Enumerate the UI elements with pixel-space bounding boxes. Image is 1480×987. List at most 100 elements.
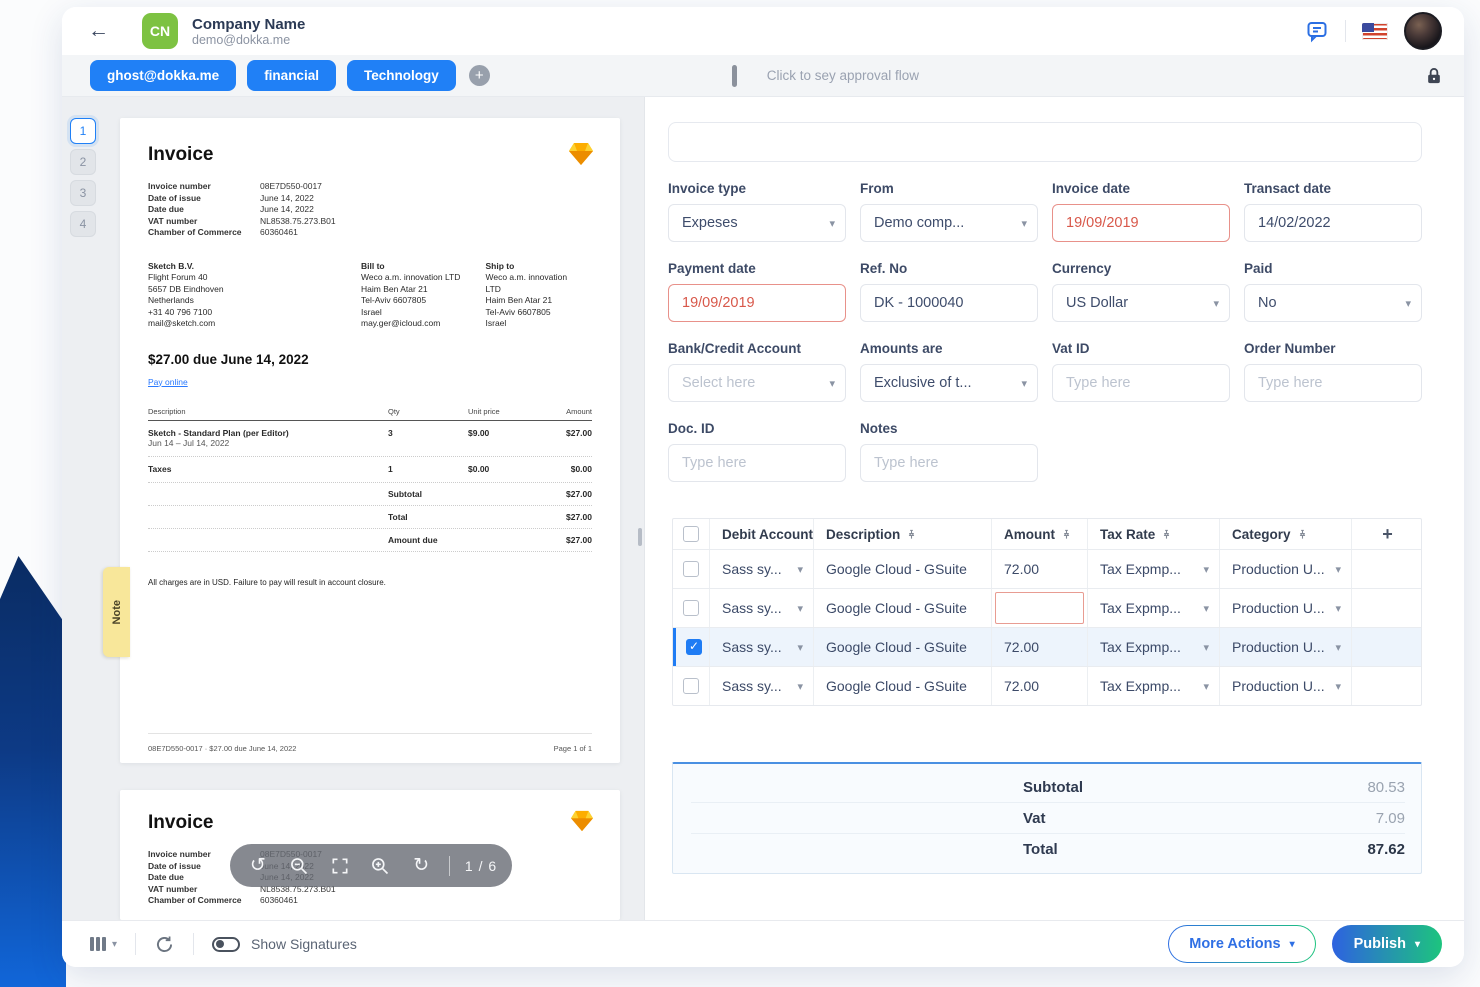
lock-icon[interactable] [1424, 66, 1444, 86]
amount-cell[interactable]: 72.00 [991, 550, 1087, 588]
description-cell[interactable]: Google Cloud - GSuite [813, 589, 991, 627]
amount-cell[interactable]: 72.00 [991, 667, 1087, 705]
pin-icon[interactable] [1161, 529, 1172, 540]
pin-icon[interactable] [1061, 529, 1072, 540]
tag-pill[interactable]: financial [247, 60, 336, 91]
col-amount: Amount [1004, 526, 1055, 542]
vendor-line: Flight Forum 40 [148, 272, 208, 282]
bill-to-line: may.ger@icloud.com [361, 318, 441, 328]
page-thumb-1[interactable]: 1 [70, 118, 96, 144]
description-cell[interactable]: Google Cloud - GSuite [813, 667, 991, 705]
user-avatar[interactable] [1404, 12, 1442, 50]
meta-label: Date due [148, 204, 184, 214]
field-label: Invoice type [668, 181, 747, 196]
category-select[interactable]: Production U... ▾ [1219, 550, 1351, 588]
debit-account-select[interactable]: Sass sy... ▾ [709, 628, 813, 666]
select-all-checkbox[interactable] [683, 526, 699, 542]
tax-rate-select[interactable]: Tax Expmp... ▾ [1087, 589, 1219, 627]
row-checkbox[interactable] [683, 678, 699, 694]
field-invoice-type: Invoice type Expeses [668, 181, 846, 242]
page-thumb-3[interactable]: 3 [70, 180, 96, 206]
chevron-down-icon: ▾ [1203, 641, 1209, 654]
paid-select[interactable]: No [1244, 284, 1422, 322]
field-label: Order Number [1244, 341, 1336, 356]
zoom-out-icon[interactable] [286, 853, 312, 879]
debit-account-select[interactable]: Sass sy... ▾ [709, 589, 813, 627]
transact-date-input[interactable]: 14/02/2022 [1244, 204, 1422, 242]
currency-select[interactable]: US Dollar [1052, 284, 1230, 322]
show-signatures-toggle[interactable] [212, 936, 241, 952]
ship-to-line: Tel-Aviv 6607805 [485, 306, 551, 317]
field-label: Doc. ID [668, 421, 715, 436]
col-amount: Amount [566, 406, 592, 416]
refresh-icon[interactable] [154, 934, 175, 955]
field-from: From Demo comp... [860, 181, 1038, 242]
show-signatures-label: Show Signatures [251, 936, 357, 952]
more-actions-button[interactable]: More Actions ▾ [1168, 925, 1315, 963]
category-select[interactable]: Production U... ▾ [1219, 667, 1351, 705]
amounts-are-select[interactable]: Exclusive of t... [860, 364, 1038, 402]
language-flag-icon[interactable] [1362, 22, 1388, 40]
vendor-line: mail@sketch.com [148, 318, 216, 328]
chevron-down-icon: ▾ [1203, 602, 1209, 615]
vat-id-input[interactable]: Type here [1052, 364, 1230, 402]
chevron-down-icon: ▾ [1335, 563, 1341, 576]
add-column-button[interactable]: + [1382, 523, 1393, 544]
approval-flow-input[interactable]: Click to sey approval flow [766, 68, 920, 83]
invoice-date-input[interactable]: 19/09/2019 [1052, 204, 1230, 242]
rotate-ccw-icon[interactable]: ↺ [249, 855, 266, 876]
row-checkbox[interactable] [683, 561, 699, 577]
category-select[interactable]: Production U... ▾ [1219, 628, 1351, 666]
pin-icon[interactable] [906, 529, 917, 540]
tax-rate-select[interactable]: Tax Expmp... ▾ [1087, 628, 1219, 666]
doc-id-input[interactable]: Type here [668, 444, 846, 482]
invoice-type-select[interactable]: Expeses [668, 204, 846, 242]
debit-account-select[interactable]: Sass sy... ▾ [709, 667, 813, 705]
row-checkbox[interactable] [686, 639, 702, 655]
fit-screen-icon[interactable] [327, 853, 353, 879]
row-checkbox[interactable] [683, 600, 699, 616]
rotate-cw-icon[interactable]: ↻ [413, 855, 430, 876]
tax-rate-select[interactable]: Tax Expmp... ▾ [1087, 667, 1219, 705]
footer-invoice-ref: 08E7D550-0017 · $27.00 due June 14, 2022 [148, 744, 297, 753]
meta-label: Invoice number [148, 181, 211, 191]
order-number-input[interactable]: Type here [1244, 364, 1422, 402]
tag-pill[interactable]: ghost@dokka.me [90, 60, 237, 91]
tax-rate-select[interactable]: Tax Expmp... ▾ [1087, 550, 1219, 588]
back-arrow-icon[interactable]: ← [88, 19, 109, 42]
panel-resize-handle[interactable] [731, 64, 737, 87]
ship-to-line: LTD [485, 283, 501, 294]
meta-value: 60360461 [260, 227, 298, 237]
footer-bar: ▾ Show Signatures More Actions ▾ Publish ▾ [62, 920, 1464, 967]
tag-pill[interactable]: Technology [346, 60, 456, 91]
invoice-title: Invoice [148, 144, 214, 165]
meta-value: 08E7D550-0017 [260, 181, 322, 191]
bank-account-select[interactable]: Select here [668, 364, 846, 402]
payment-date-input[interactable]: 19/09/2019 [668, 284, 846, 322]
page-thumb-4[interactable]: 4 [70, 211, 96, 237]
document-scrollbar[interactable] [638, 528, 642, 546]
add-tag-button[interactable]: + [468, 65, 490, 86]
amount-cell-error[interactable] [991, 589, 1087, 627]
summary-total-row: Total 87.62 [1023, 841, 1405, 858]
description-cell[interactable]: Google Cloud - GSuite [813, 550, 991, 588]
description-cell[interactable]: Google Cloud - GSuite [813, 628, 991, 666]
notes-input[interactable]: Type here [860, 444, 1038, 482]
ref-no-input[interactable]: DK - 1000040 [860, 284, 1038, 322]
debit-account-select[interactable]: Sass sy... ▾ [709, 550, 813, 588]
pin-icon[interactable] [1297, 529, 1308, 540]
zoom-in-icon[interactable] [367, 853, 393, 879]
chevron-down-icon[interactable]: ▾ [112, 938, 118, 950]
note-tab[interactable]: Note [103, 567, 130, 657]
invoice-form-panel: Invoice type Expeses From Demo comp... I… [645, 97, 1464, 920]
chat-icon[interactable] [1305, 19, 1329, 43]
from-select[interactable]: Demo comp... [860, 204, 1038, 242]
category-select[interactable]: Production U... ▾ [1219, 589, 1351, 627]
publish-button[interactable]: Publish ▾ [1331, 925, 1442, 963]
page-thumb-2[interactable]: 2 [70, 149, 96, 175]
amount-cell[interactable]: 72.00 [991, 628, 1087, 666]
pay-online-link: Pay online [148, 376, 188, 387]
document-title-input[interactable] [668, 122, 1422, 162]
col-debit-account: Debit Account [722, 526, 813, 542]
layout-columns-icon[interactable] [90, 937, 106, 951]
